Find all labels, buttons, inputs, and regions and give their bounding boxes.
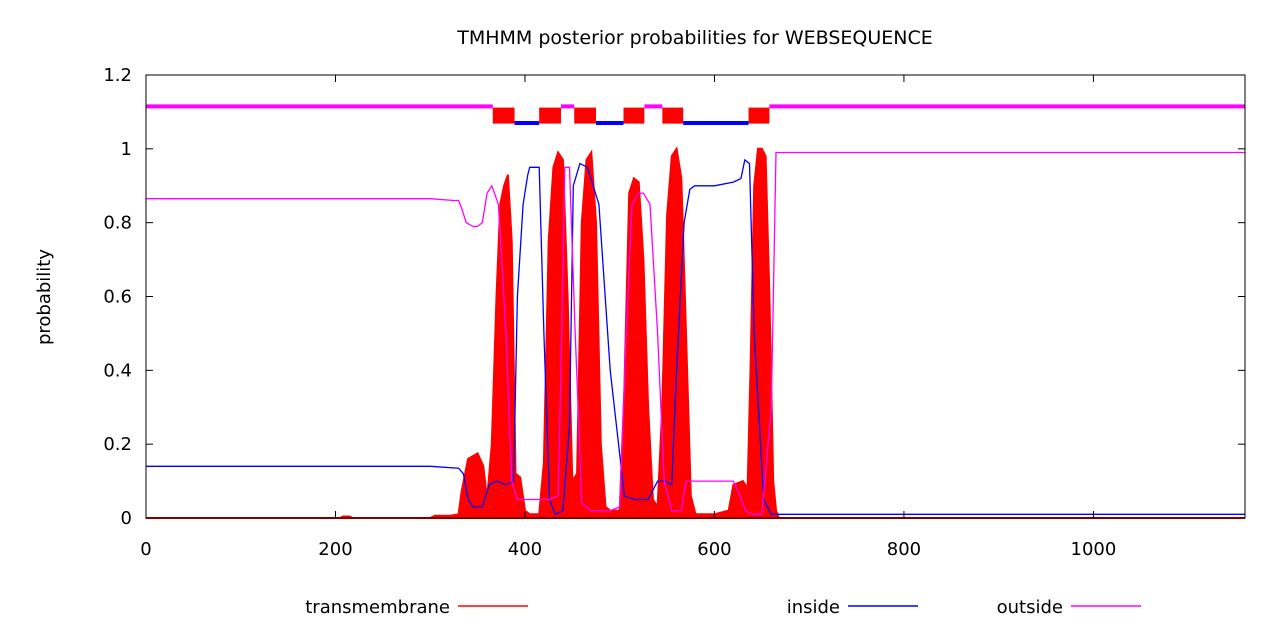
y-tick-label: 0.2 bbox=[103, 434, 132, 455]
y-tick-label: 1.2 bbox=[103, 65, 132, 86]
topology-transmembrane-segment bbox=[623, 107, 645, 124]
y-tick-label: 0 bbox=[121, 508, 132, 529]
y-tick-label: 1 bbox=[121, 139, 132, 160]
x-tick-label: 600 bbox=[697, 539, 731, 560]
legend-label-transmembrane: transmembrane bbox=[305, 597, 450, 618]
y-tick-label: 0.6 bbox=[103, 287, 132, 308]
y-axis-label: probability bbox=[34, 249, 55, 345]
series-outside-line bbox=[146, 151, 1245, 515]
topology-transmembrane-segment bbox=[492, 107, 515, 124]
x-tick-label: 400 bbox=[508, 539, 542, 560]
x-tick-label: 200 bbox=[318, 539, 352, 560]
chart-title: TMHMM posterior probabilities for WEBSEQ… bbox=[456, 27, 933, 49]
topology-transmembrane-segment bbox=[662, 107, 684, 124]
legend-label-inside: inside bbox=[787, 597, 840, 618]
legend-label-outside: outside bbox=[997, 597, 1063, 618]
topology-transmembrane-segment bbox=[539, 107, 561, 124]
topology-transmembrane-segment bbox=[748, 107, 770, 124]
topology-transmembrane-segment bbox=[574, 107, 597, 124]
series-transmembrane-area bbox=[146, 146, 1245, 519]
axes: 0 200 400 600 800 1000 0 0.2 0.4 0.6 0.8 1 1.2 bbox=[103, 65, 1245, 560]
y-tick-label: 0.8 bbox=[103, 213, 132, 234]
x-tick-label: 0 bbox=[140, 539, 151, 560]
series-inside-line bbox=[146, 158, 1245, 516]
y-tick-label: 0.4 bbox=[103, 360, 132, 381]
legend: transmembrane inside outside bbox=[305, 597, 1141, 618]
plot-area bbox=[146, 104, 1245, 519]
x-tick-label: 800 bbox=[887, 539, 921, 560]
plot-frame bbox=[145, 74, 1246, 519]
x-tick-label: 1000 bbox=[1071, 539, 1117, 560]
